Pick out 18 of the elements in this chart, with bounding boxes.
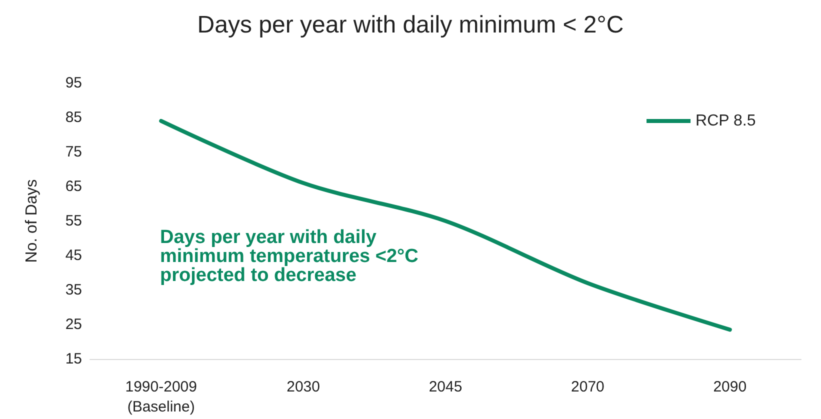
y-tick-label: 95 [65,74,82,92]
y-tick-label: 35 [65,282,82,298]
x-tick-label: 2045 [428,378,462,396]
y-tick-label: 75 [65,144,82,160]
x-tick-label: 2070 [571,378,604,396]
annotation: Days per year with daily minimum temperatures <2°C projected to decrease [160,227,419,286]
y-tick-label: 25 [65,316,82,333]
legend-label: RCP 8.5 [696,112,756,130]
y-tick-label: 45 [65,247,82,264]
y-tick-label: 55 [65,212,82,230]
y-tick-label: 85 [65,109,82,126]
x-tick-label: 2030 [286,378,320,396]
x-tick-label: 2090 [713,378,747,396]
y-tick-label: 65 [65,178,82,195]
x-tick-label: 1990-2009 (Baseline) [125,378,197,416]
y-axis-title: No. of Days [24,179,40,263]
y-tick-label: 15 [65,350,82,368]
chart-title: Days per year with daily minimum < 2°C [197,12,624,38]
